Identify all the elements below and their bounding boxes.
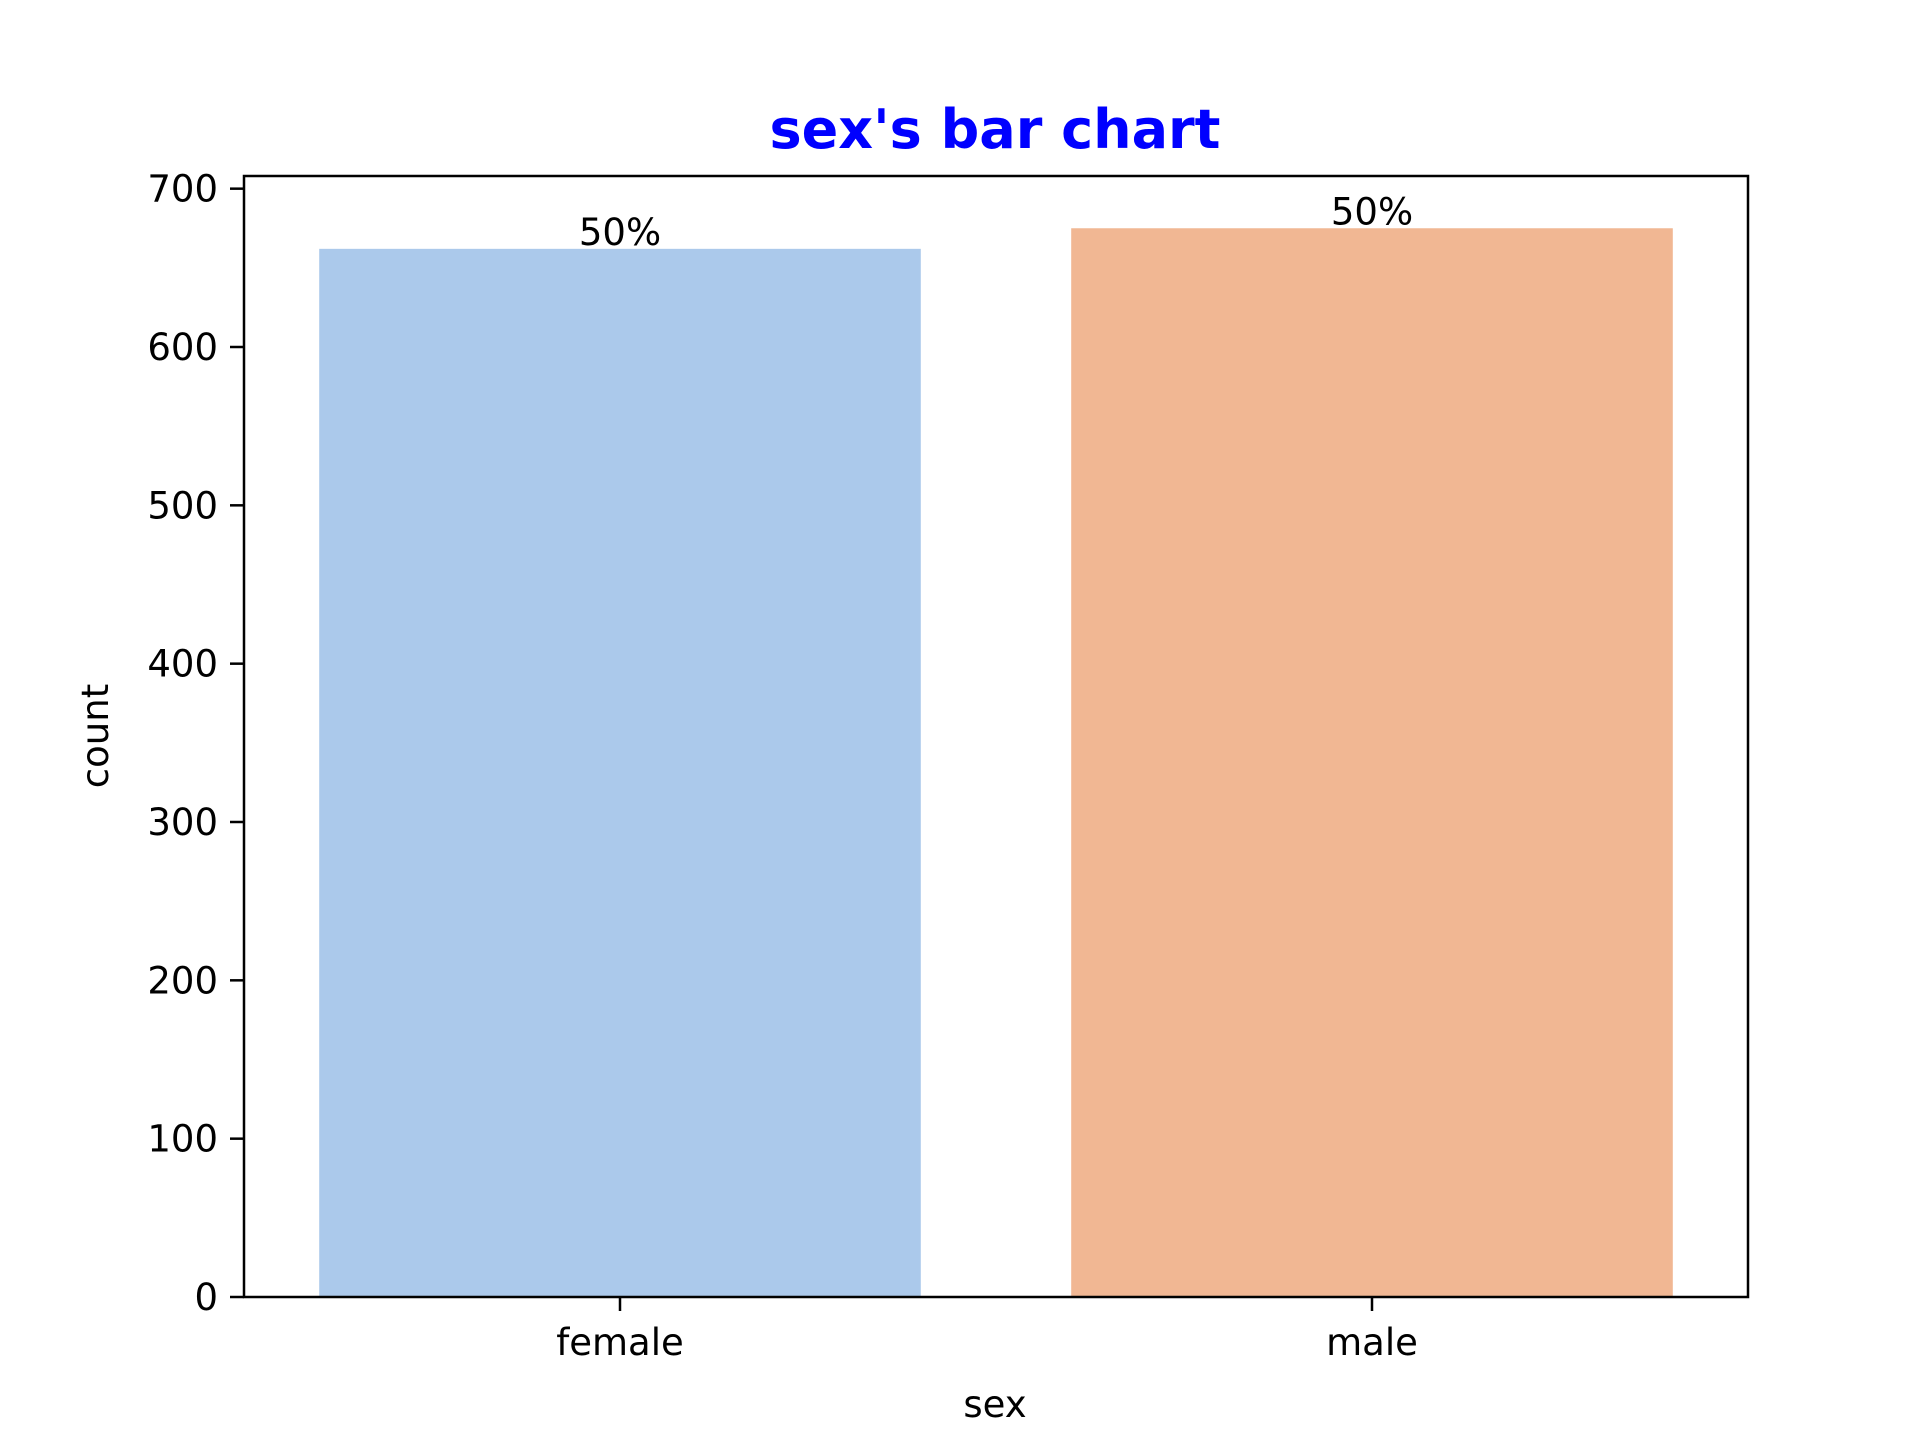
y-tick-label-600: 600 [147, 326, 218, 369]
y-tick-label-300: 300 [147, 801, 218, 844]
plot-frame [242, 174, 1750, 1299]
bar-male [1071, 228, 1673, 1297]
bars-group [319, 228, 1673, 1297]
x-axis-label: sex [963, 1383, 1026, 1426]
y-tick-label-200: 200 [147, 959, 218, 1002]
x-axis: female male [556, 1297, 1418, 1364]
bar-female [319, 248, 921, 1297]
y-tick-label-100: 100 [147, 1118, 218, 1161]
x-tick-label-female: female [556, 1321, 684, 1364]
data-label-female: 50% [579, 211, 661, 254]
x-tick-label-male: male [1326, 1321, 1418, 1364]
y-tick-label-700: 700 [147, 168, 218, 211]
y-axis-label: count [74, 684, 117, 788]
y-axis: 0 100 200 300 400 500 600 700 [147, 168, 244, 1319]
y-tick-label-0: 0 [194, 1276, 218, 1319]
y-tick-label-400: 400 [147, 643, 218, 686]
data-label-male: 50% [1331, 190, 1413, 233]
chart-title: sex's bar chart [770, 98, 1221, 161]
y-tick-label-500: 500 [147, 484, 218, 527]
data-labels-group: 50% 50% [579, 190, 1413, 254]
